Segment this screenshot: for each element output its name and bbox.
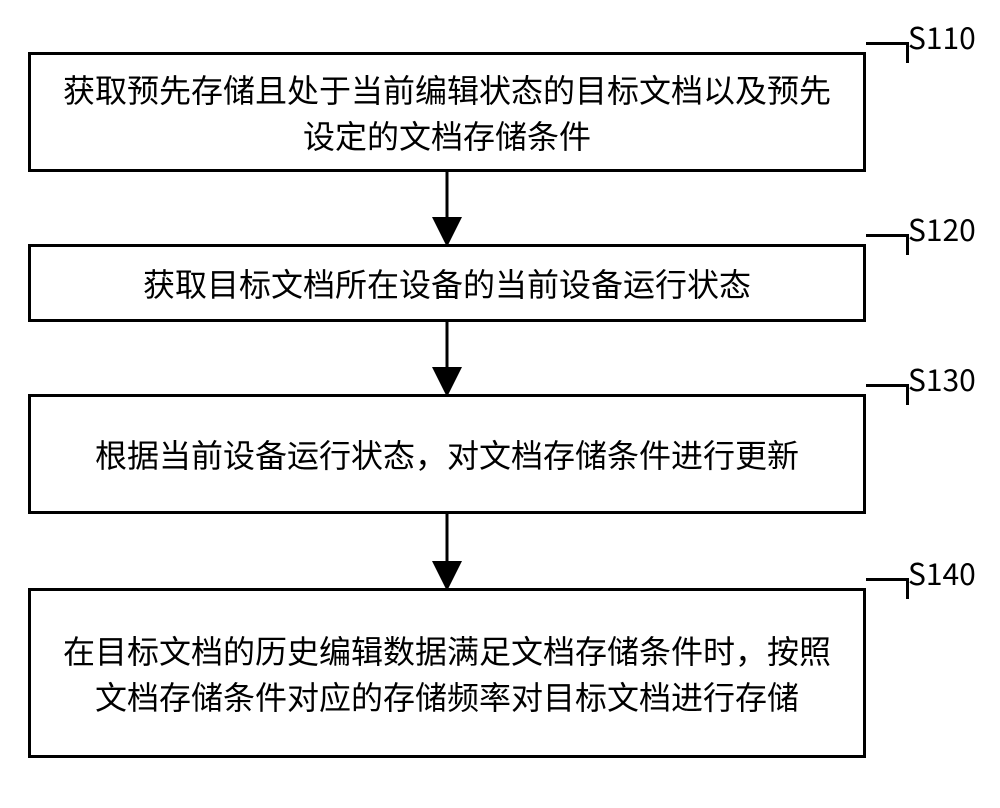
callout-s140 (866, 578, 909, 599)
node-text: 获取目标文档所在设备的当前设备运行状态 (51, 260, 843, 306)
node-text: 在目标文档的历史编辑数据满足文档存储条件时，按照文档存储条件对应的存储频率对目标… (51, 627, 843, 720)
node-text: 根据当前设备运行状态，对文档存储条件进行更新 (51, 431, 843, 477)
node-text: 获取预先存储且处于当前编辑状态的目标文档以及预先设定的文档存储条件 (51, 66, 843, 159)
flowchart-canvas: 获取预先存储且处于当前编辑状态的目标文档以及预先设定的文档存储条件 S110 获… (0, 0, 1000, 808)
step-label-s110: S110 (908, 14, 976, 58)
flowchart-node-s130: 根据当前设备运行状态，对文档存储条件进行更新 (28, 394, 866, 514)
flowchart-node-s120: 获取目标文档所在设备的当前设备运行状态 (28, 244, 866, 322)
callout-s110 (866, 42, 909, 63)
flowchart-node-s140: 在目标文档的历史编辑数据满足文档存储条件时，按照文档存储条件对应的存储频率对目标… (28, 588, 866, 758)
flowchart-node-s110: 获取预先存储且处于当前编辑状态的目标文档以及预先设定的文档存储条件 (28, 52, 866, 172)
step-label-s140: S140 (908, 550, 976, 594)
callout-s120 (866, 234, 909, 255)
step-label-s120: S120 (908, 206, 976, 250)
step-label-s130: S130 (908, 356, 976, 400)
callout-s130 (866, 384, 909, 405)
